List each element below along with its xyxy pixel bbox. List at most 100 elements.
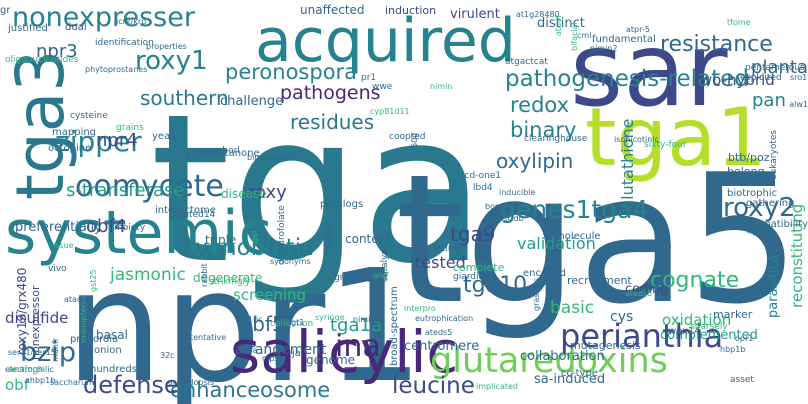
word: perianthia (560, 317, 724, 356)
word: nonexpresser (12, 1, 195, 33)
word: tga (150, 71, 487, 310)
word: at1g28480 (516, 9, 560, 19)
word: lbd4 (473, 182, 493, 193)
word: eukaryotes (769, 129, 779, 180)
word: oxylipin (496, 149, 574, 174)
word: atgactcat (505, 56, 548, 67)
word: wwe (372, 81, 393, 92)
word: asset (730, 374, 754, 385)
word: cyclopentanone (180, 148, 260, 160)
word: context (345, 231, 391, 246)
word: cc-type (561, 368, 598, 380)
word: inducible (499, 187, 536, 197)
word: binary (510, 117, 577, 142)
word: ateds5 (625, 288, 653, 298)
word: compatibility (742, 219, 808, 231)
word: degenerate (193, 270, 263, 285)
word: sro1 (790, 72, 808, 82)
word: jasmonic (110, 264, 186, 285)
word: onion (94, 345, 122, 357)
word: unaffected (300, 2, 365, 17)
word: glutaredoxins (430, 340, 668, 381)
word: interpro (404, 303, 436, 313)
word: tga9 (450, 222, 496, 247)
word: tested (415, 252, 466, 272)
word: grassregnet (334, 272, 388, 283)
word: nimin3 (353, 314, 381, 324)
word: oxidation (662, 311, 732, 330)
word: ser11/ser15 (8, 347, 56, 357)
word: saccharum (50, 377, 94, 387)
word: related14 (172, 209, 216, 220)
word: validation (517, 233, 596, 253)
word: hbp1b (720, 344, 746, 354)
word: acquired (255, 6, 516, 77)
word: coding (625, 281, 669, 297)
word: residues (290, 110, 375, 135)
word: pentamerous (745, 62, 805, 73)
word: octopine (48, 143, 92, 155)
word: isolating (418, 243, 461, 255)
word: biotrophic (727, 188, 778, 200)
word: atdof (554, 15, 563, 36)
word: atacd2 (64, 294, 92, 304)
word: arrangement (235, 342, 327, 359)
word: bifacial (570, 22, 579, 51)
word: screening (233, 286, 307, 305)
word: arabidopsis (168, 377, 215, 387)
word: grains (116, 122, 144, 133)
word: parasitica (766, 254, 781, 318)
word: nimin (430, 81, 453, 91)
word: opr1 (735, 333, 754, 343)
word: issue (53, 240, 74, 250)
word: roxy1 (135, 45, 208, 76)
word: ais7 (373, 270, 390, 280)
word: collection (270, 318, 314, 329)
word: phytoprostanes (85, 64, 148, 74)
word: enhanceosome (170, 377, 331, 402)
word: basic (550, 297, 595, 318)
word: distinct (537, 15, 585, 31)
word: 32c (160, 350, 175, 360)
word: yeast (152, 131, 180, 143)
word: justified (8, 23, 48, 35)
word: pathogens (280, 82, 381, 105)
word: bzip (20, 336, 76, 368)
word: whorl (215, 145, 240, 156)
word: isonicotinic (614, 134, 659, 144)
word: gel (250, 230, 259, 243)
word: roxy (248, 181, 287, 203)
word: npr1s (747, 226, 770, 236)
word: tga1 (585, 90, 768, 184)
word: two-hybrid (694, 71, 775, 90)
word: sparsely (690, 321, 728, 332)
word: nimin2 (590, 43, 618, 53)
word: disulfide (5, 309, 69, 328)
word: eutrophication (415, 313, 474, 323)
word: sixty-four (644, 139, 687, 150)
word: primordia (70, 334, 119, 346)
word: rabbit (200, 263, 209, 287)
word: icrk/krp (116, 16, 147, 26)
word: encoded (523, 268, 566, 280)
word: roxy2 (723, 192, 796, 223)
word: centromere (404, 338, 480, 354)
word: vivo (48, 263, 67, 274)
word: tfome (727, 17, 751, 27)
word: zipper (55, 125, 142, 159)
word: atpr-5 (626, 24, 650, 34)
word: npr1 (65, 236, 424, 404)
word: 60g (410, 132, 419, 148)
word: rcd-one1 (461, 170, 502, 181)
word: molecule (555, 231, 601, 243)
word: obf5 (240, 312, 285, 337)
word: cognate (650, 267, 740, 293)
word: cyp81d11 (370, 106, 410, 116)
word: salicylic (230, 317, 459, 386)
word: redox (510, 92, 570, 117)
word: sgt1 (287, 317, 305, 327)
word: wox14 (668, 326, 701, 338)
word: defense (83, 371, 179, 400)
word: obf (5, 376, 29, 395)
